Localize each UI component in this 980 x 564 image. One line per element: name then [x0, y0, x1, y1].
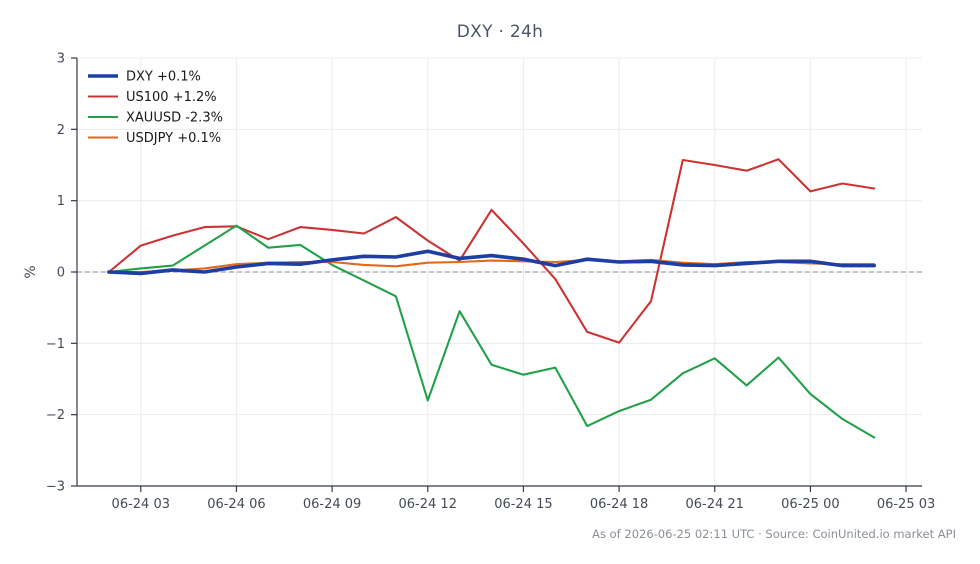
y-tick-label: 1 — [57, 194, 65, 209]
x-tick-label: 06-25 00 — [781, 497, 839, 512]
y-tick-label: −3 — [46, 480, 65, 495]
y-tick-label: −2 — [46, 408, 65, 423]
x-tick-label: 06-24 12 — [399, 497, 457, 512]
axes: 3 2 1 0 −1 −2 −3 06-24 03 06-24 06 06-24 09 06-24 … — [46, 52, 935, 513]
series-lines — [107, 158, 877, 439]
x-tick-label: 06-24 03 — [112, 497, 170, 512]
legend-label-usdjpy: USDJPY +0.1% — [126, 131, 221, 146]
x-tick-label: 06-24 21 — [686, 497, 744, 512]
y-axis-label: % — [23, 265, 39, 278]
series-line-dxy — [107, 249, 877, 276]
legend-label-dxy: DXY +0.1% — [126, 70, 201, 85]
source-footnote: As of 2026-06-25 02:11 UTC · Source: Coi… — [592, 527, 956, 541]
legend-label-us100: US100 +1.2% — [126, 90, 217, 105]
grid — [77, 57, 922, 487]
x-tick-label: 06-24 15 — [494, 497, 552, 512]
legend-label-xauusd: XAUUSD -2.3% — [126, 111, 223, 126]
y-tick-label: 2 — [57, 123, 65, 138]
chart-title: DXY · 24h — [457, 22, 543, 42]
y-tick-label: 3 — [57, 52, 65, 67]
series-line-us100 — [107, 158, 876, 344]
series-line-xauusd — [107, 224, 876, 439]
legend: DXY +0.1% US100 +1.2% XAUUSD -2.3% USDJPY +… — [88, 70, 223, 146]
y-tick-label: 0 — [57, 266, 65, 281]
x-tick-label: 06-24 09 — [303, 497, 361, 512]
x-tick-label: 06-24 18 — [590, 497, 648, 512]
x-tick-label: 06-24 06 — [207, 497, 265, 512]
y-tick-label: −1 — [46, 337, 65, 352]
x-tick-label: 06-25 03 — [877, 497, 935, 512]
